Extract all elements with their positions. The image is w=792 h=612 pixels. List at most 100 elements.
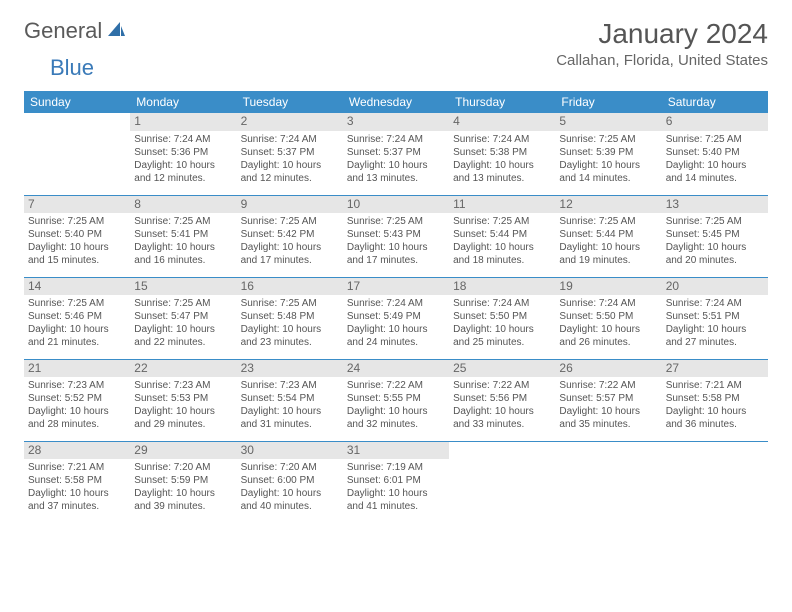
daylight-label: Daylight: <box>347 324 386 335</box>
sunset-label: Sunset: <box>241 475 275 486</box>
daylight-line: Daylight: 10 hours and 17 minutes. <box>241 241 339 267</box>
daylight-line: Daylight: 10 hours and 28 minutes. <box>28 405 126 431</box>
sunset-label: Sunset: <box>241 311 275 322</box>
daylight-line: Daylight: 10 hours and 29 minutes. <box>134 405 232 431</box>
sunset-line: Sunset: 5:43 PM <box>347 228 445 241</box>
daylight-line: Daylight: 10 hours and 27 minutes. <box>666 323 764 349</box>
sunrise-value: 7:20 AM <box>174 462 211 473</box>
sunrise-value: 7:25 AM <box>599 216 636 227</box>
day-number: 18 <box>449 278 555 296</box>
sunset-line: Sunset: 5:56 PM <box>453 392 551 405</box>
sunrise-value: 7:24 AM <box>280 134 317 145</box>
sunset-value: 5:54 PM <box>277 393 314 404</box>
sunset-label: Sunset: <box>559 147 593 158</box>
sunrise-label: Sunrise: <box>559 298 596 309</box>
sunset-line: Sunset: 6:01 PM <box>347 474 445 487</box>
sunset-line: Sunset: 5:46 PM <box>28 310 126 323</box>
day-number: 21 <box>24 360 130 378</box>
sunset-line: Sunset: 5:48 PM <box>241 310 339 323</box>
daylight-line: Daylight: 10 hours and 23 minutes. <box>241 323 339 349</box>
sunset-label: Sunset: <box>134 475 168 486</box>
sunset-line: Sunset: 5:36 PM <box>134 146 232 159</box>
calendar-cell: 15Sunrise: 7:25 AMSunset: 5:47 PMDayligh… <box>130 277 236 359</box>
sunrise-value: 7:22 AM <box>599 380 636 391</box>
calendar-week: 21Sunrise: 7:23 AMSunset: 5:52 PMDayligh… <box>24 359 768 441</box>
sunrise-label: Sunrise: <box>347 298 384 309</box>
calendar-cell: 21Sunrise: 7:23 AMSunset: 5:52 PMDayligh… <box>24 359 130 441</box>
sunrise-value: 7:25 AM <box>705 216 742 227</box>
sunset-line: Sunset: 5:50 PM <box>453 310 551 323</box>
sunset-label: Sunset: <box>241 393 275 404</box>
calendar-cell: 12Sunrise: 7:25 AMSunset: 5:44 PMDayligh… <box>555 195 661 277</box>
daylight-label: Daylight: <box>28 488 67 499</box>
sunrise-line: Sunrise: 7:21 AM <box>666 379 764 392</box>
sunrise-label: Sunrise: <box>453 298 490 309</box>
day-header: Sunday <box>24 91 130 113</box>
sunrise-line: Sunrise: 7:24 AM <box>134 133 232 146</box>
daylight-label: Daylight: <box>134 488 173 499</box>
sunrise-value: 7:21 AM <box>705 380 742 391</box>
sunset-line: Sunset: 5:47 PM <box>134 310 232 323</box>
sunset-label: Sunset: <box>559 229 593 240</box>
sunrise-value: 7:25 AM <box>280 216 317 227</box>
daylight-line: Daylight: 10 hours and 16 minutes. <box>134 241 232 267</box>
daylight-label: Daylight: <box>666 324 705 335</box>
day-header: Friday <box>555 91 661 113</box>
calendar-cell: 22Sunrise: 7:23 AMSunset: 5:53 PMDayligh… <box>130 359 236 441</box>
day-number: 12 <box>555 196 661 214</box>
day-number: 26 <box>555 360 661 378</box>
sunrise-line: Sunrise: 7:20 AM <box>241 461 339 474</box>
calendar-cell: 29Sunrise: 7:20 AMSunset: 5:59 PMDayligh… <box>130 441 236 523</box>
sunset-value: 5:59 PM <box>171 475 208 486</box>
sunset-label: Sunset: <box>347 393 381 404</box>
sunrise-line: Sunrise: 7:25 AM <box>666 133 764 146</box>
sunrise-line: Sunrise: 7:25 AM <box>559 133 657 146</box>
sunrise-line: Sunrise: 7:24 AM <box>347 297 445 310</box>
sunset-line: Sunset: 6:00 PM <box>241 474 339 487</box>
sunset-line: Sunset: 5:37 PM <box>241 146 339 159</box>
daylight-label: Daylight: <box>134 324 173 335</box>
calendar-cell: 19Sunrise: 7:24 AMSunset: 5:50 PMDayligh… <box>555 277 661 359</box>
daylight-label: Daylight: <box>28 242 67 253</box>
sunset-value: 5:58 PM <box>65 475 102 486</box>
sunrise-line: Sunrise: 7:19 AM <box>347 461 445 474</box>
day-number: 19 <box>555 278 661 296</box>
sunset-label: Sunset: <box>666 311 700 322</box>
sunset-line: Sunset: 5:59 PM <box>134 474 232 487</box>
daylight-label: Daylight: <box>559 406 598 417</box>
sunset-line: Sunset: 5:39 PM <box>559 146 657 159</box>
sunrise-label: Sunrise: <box>241 134 278 145</box>
sunrise-value: 7:24 AM <box>174 134 211 145</box>
day-header: Saturday <box>662 91 768 113</box>
daylight-label: Daylight: <box>559 160 598 171</box>
daylight-line: Daylight: 10 hours and 22 minutes. <box>134 323 232 349</box>
calendar-cell: 26Sunrise: 7:22 AMSunset: 5:57 PMDayligh… <box>555 359 661 441</box>
sunrise-value: 7:24 AM <box>493 134 530 145</box>
logo: General <box>24 18 128 44</box>
sunset-line: Sunset: 5:38 PM <box>453 146 551 159</box>
sunset-label: Sunset: <box>453 311 487 322</box>
sunset-label: Sunset: <box>28 393 62 404</box>
sunrise-label: Sunrise: <box>28 298 65 309</box>
sunset-label: Sunset: <box>241 229 275 240</box>
sunrise-value: 7:25 AM <box>174 216 211 227</box>
day-number: 15 <box>130 278 236 296</box>
sunset-line: Sunset: 5:53 PM <box>134 392 232 405</box>
calendar-cell: 11Sunrise: 7:25 AMSunset: 5:44 PMDayligh… <box>449 195 555 277</box>
daylight-line: Daylight: 10 hours and 14 minutes. <box>666 159 764 185</box>
calendar-cell: 5Sunrise: 7:25 AMSunset: 5:39 PMDaylight… <box>555 113 661 195</box>
daylight-line: Daylight: 10 hours and 39 minutes. <box>134 487 232 513</box>
day-number: 7 <box>24 196 130 214</box>
sunset-value: 5:36 PM <box>171 147 208 158</box>
sunrise-line: Sunrise: 7:25 AM <box>453 215 551 228</box>
daylight-line: Daylight: 10 hours and 32 minutes. <box>347 405 445 431</box>
sunrise-label: Sunrise: <box>666 380 703 391</box>
sunset-label: Sunset: <box>666 229 700 240</box>
sunset-value: 5:37 PM <box>384 147 421 158</box>
sunset-value: 5:58 PM <box>702 393 739 404</box>
sunrise-value: 7:24 AM <box>386 298 423 309</box>
sunrise-line: Sunrise: 7:24 AM <box>453 297 551 310</box>
calendar-cell: 25Sunrise: 7:22 AMSunset: 5:56 PMDayligh… <box>449 359 555 441</box>
daylight-label: Daylight: <box>453 160 492 171</box>
daylight-line: Daylight: 10 hours and 36 minutes. <box>666 405 764 431</box>
